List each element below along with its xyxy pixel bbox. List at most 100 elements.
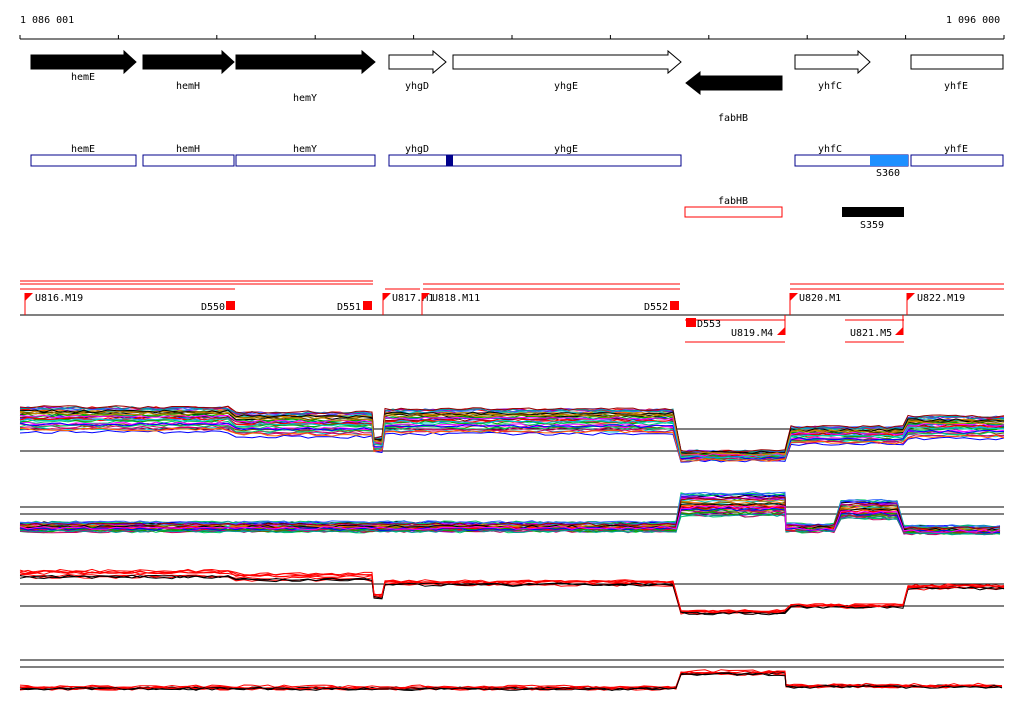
segment-top-lines (20, 280, 1004, 290)
gene-hemE[interactable]: hemE (30, 49, 137, 83)
annotation-yhgD-yhgE[interactable]: yhgD yhgE (388, 144, 682, 167)
segment-marker[interactable] (670, 301, 679, 310)
segment-label: U822.M19 (917, 293, 965, 304)
annotation-label: yhgD (405, 144, 429, 155)
segment-marker[interactable] (226, 301, 235, 310)
gene-label: hemE (71, 72, 95, 83)
gene-arrow[interactable] (142, 49, 235, 75)
expression-trace (19, 424, 1005, 461)
segment-flag[interactable] (895, 327, 903, 335)
segment-D551[interactable]: D551 (337, 301, 372, 313)
segment-U818.M11[interactable]: U818.M11 (421, 293, 480, 315)
expression-traces-red-black (19, 669, 1003, 692)
annotation-hemE[interactable]: hemE (30, 144, 137, 167)
segment-marker[interactable] (363, 301, 372, 310)
segment-label: D553 (697, 319, 721, 330)
gene-label: hemY (293, 93, 317, 104)
gene-yhgD[interactable]: yhgD (388, 49, 447, 92)
annotation-hemY[interactable]: hemY (235, 144, 376, 167)
segment-D553[interactable]: D553 (686, 318, 721, 330)
annotation-hemH[interactable]: hemH (142, 144, 235, 167)
gene-yhfE[interactable]: yhfE (910, 54, 1004, 92)
segment-label: U821.M5 (850, 328, 892, 339)
segment-U816.M19[interactable]: U816.M19 (24, 293, 83, 315)
segment-label: U820.M1 (799, 293, 841, 304)
gene-arrow[interactable] (30, 49, 137, 75)
annotation-track: hemE hemH hemY yhgD yhgE yhfC yhfE S360 (30, 144, 1004, 231)
annotation-yhfE[interactable]: yhfE (910, 144, 1004, 167)
annotation-box[interactable] (235, 154, 376, 167)
segment-U819.M4[interactable]: U819.M4 (731, 315, 786, 339)
gene-hemH[interactable]: hemH (142, 49, 235, 92)
gene-arrow[interactable] (388, 49, 447, 75)
expression-panel-3 (19, 568, 1005, 616)
segment-flag[interactable] (777, 327, 785, 335)
segment-label: D552 (644, 302, 668, 313)
segment-U817.M1[interactable]: U817.M1 (382, 293, 434, 315)
gene-label: hemH (176, 81, 200, 92)
gene-arrow[interactable] (452, 49, 682, 75)
ruler-end-label: 1 096 000 (946, 15, 1000, 26)
feature-S360[interactable]: S360 (870, 155, 908, 179)
segment-label: U818.M11 (432, 293, 480, 304)
expression-trace (19, 669, 1003, 689)
gene-arrow[interactable] (235, 49, 376, 75)
segment-track: U816.M19 U817.M1 U818.M11 U820.M1 U822.M… (20, 280, 1004, 343)
annotation-box[interactable] (684, 206, 783, 218)
segment-marker[interactable] (686, 318, 696, 327)
segment-flag[interactable] (907, 293, 915, 301)
annotation-box[interactable] (142, 154, 235, 167)
expression-panel-2 (19, 491, 1004, 536)
expression-trace (19, 406, 1005, 454)
feature-label: S359 (860, 220, 884, 231)
segment-flag[interactable] (422, 293, 430, 301)
segment-flag[interactable] (790, 293, 798, 301)
gene-arrow[interactable] (794, 49, 871, 75)
expression-traces-red-black (19, 568, 1005, 616)
segment-flag[interactable] (25, 293, 33, 301)
expression-trace (19, 414, 1005, 457)
expression-trace (19, 574, 1005, 615)
segment-flag[interactable] (383, 293, 391, 301)
feature-S359[interactable]: S359 (842, 207, 904, 231)
gene-arrow[interactable] (685, 70, 783, 96)
gene-track: hemE hemH hemY yhgD yhgE fabHB yhfC yhf (30, 49, 1004, 124)
feature-bar[interactable] (870, 155, 908, 166)
annotation-label: hemY (293, 144, 317, 155)
expression-trace (19, 429, 1005, 463)
segment-U821.M5[interactable]: U821.M5 (850, 315, 904, 339)
ruler-start-label: 1 086 001 (20, 15, 74, 26)
gene-yhfC[interactable]: yhfC (794, 49, 871, 92)
annotation-fabHB[interactable]: fabHB (684, 196, 783, 218)
annotation-box[interactable] (388, 154, 682, 167)
gene-arrow[interactable] (910, 54, 1004, 70)
annotation-label: hemE (71, 144, 95, 155)
gene-hemY[interactable]: hemY (235, 49, 376, 104)
expression-trace (19, 512, 1001, 536)
annotation-box[interactable] (910, 154, 1004, 167)
feature-bar[interactable] (842, 207, 904, 217)
annotation-label: yhfC (818, 144, 842, 155)
segment-D550[interactable]: D550 (201, 301, 235, 313)
segment-U820.M1[interactable]: U820.M1 (789, 293, 841, 315)
annotation-box[interactable] (30, 154, 137, 167)
expression-trace (19, 505, 1001, 533)
annotation-label: yhfE (944, 144, 968, 155)
segment-D552[interactable]: D552 (644, 301, 679, 313)
segment-label: U819.M4 (731, 328, 773, 339)
gene-label: yhgE (554, 81, 578, 92)
gene-yhgE[interactable]: yhgE (452, 49, 682, 92)
segment-label: D551 (337, 302, 361, 313)
expression-trace (19, 411, 1005, 456)
expression-trace (19, 427, 1005, 462)
segment-U822.M19[interactable]: U822.M19 (906, 293, 965, 315)
segment-label: U817.M1 (392, 293, 434, 304)
ruler-ticks (19, 35, 1005, 39)
expression-trace (19, 418, 1005, 458)
expression-traces-multicolor (19, 491, 1001, 536)
expression-traces-multicolor (19, 405, 1005, 463)
expression-trace (19, 426, 1005, 462)
coordinate-ruler: 1 086 001 1 096 000 (19, 15, 1005, 40)
gene-fabHB[interactable]: fabHB (685, 70, 783, 124)
